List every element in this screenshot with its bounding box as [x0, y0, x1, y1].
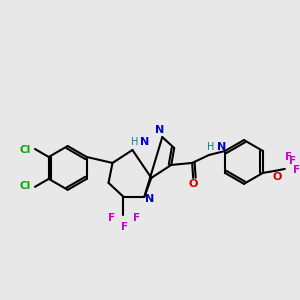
Text: F: F — [121, 222, 128, 232]
Text: H: H — [207, 142, 215, 152]
Text: Cl: Cl — [20, 181, 31, 191]
Text: O: O — [272, 172, 281, 182]
Text: H: H — [131, 137, 138, 147]
Text: O: O — [188, 179, 198, 189]
Text: F: F — [285, 152, 292, 162]
Text: N: N — [140, 137, 150, 147]
Text: F: F — [289, 156, 296, 166]
Text: N: N — [155, 125, 164, 135]
Text: F: F — [293, 165, 300, 175]
Text: N: N — [217, 142, 226, 152]
Text: Cl: Cl — [20, 145, 31, 155]
Text: F: F — [108, 213, 115, 223]
Text: F: F — [133, 213, 140, 223]
Text: N: N — [145, 194, 154, 204]
